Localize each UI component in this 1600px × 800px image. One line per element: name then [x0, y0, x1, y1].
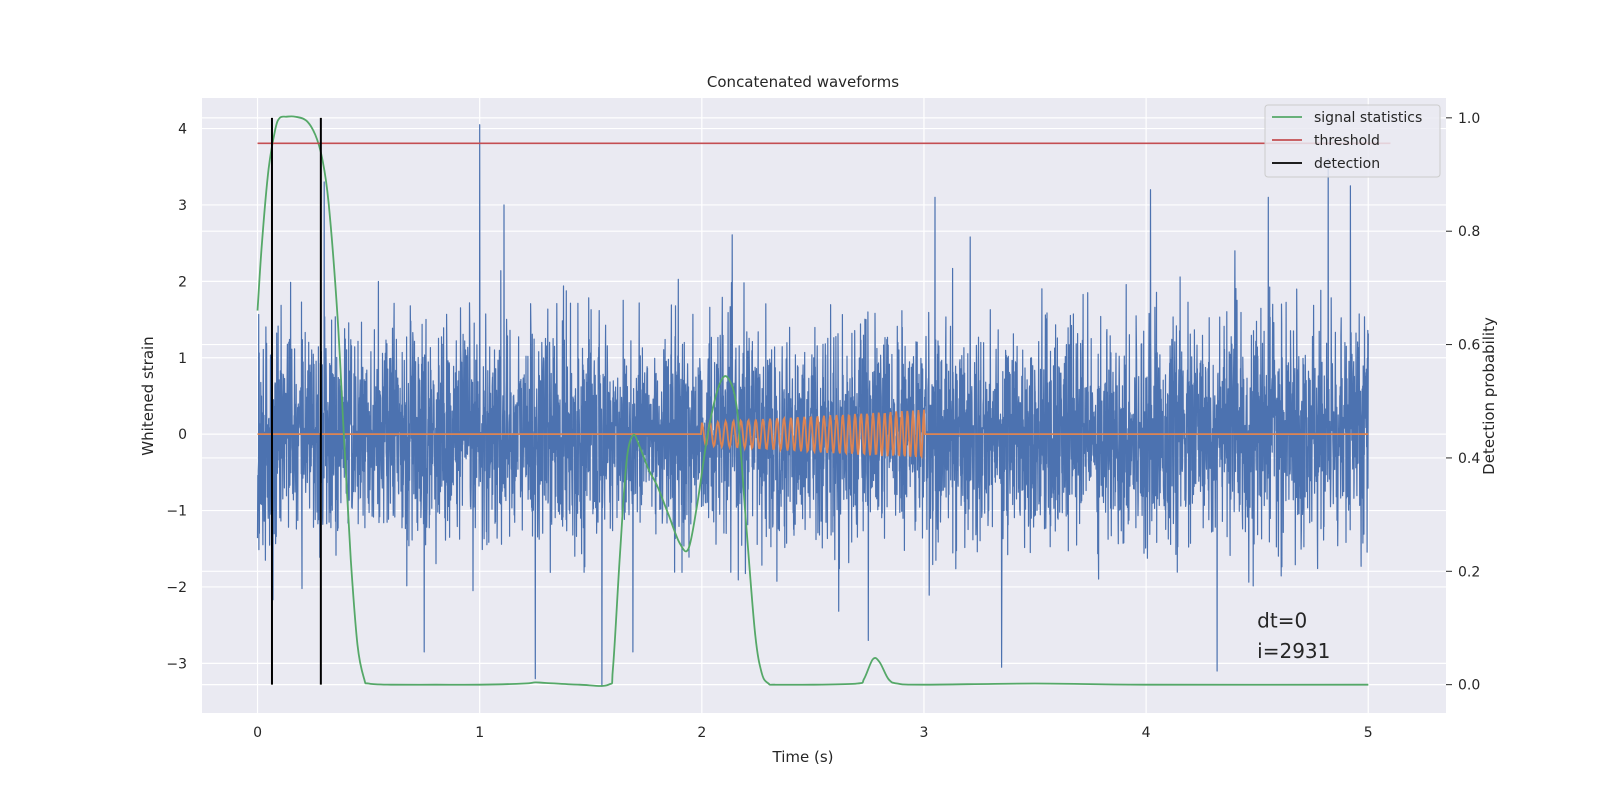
legend-box	[1264, 104, 1441, 178]
y2-tick-label: 1.0	[1458, 111, 1480, 127]
strain-series	[256, 124, 1369, 687]
y-tick-label: 4	[178, 122, 187, 138]
injected-waveform-line	[257, 409, 1369, 460]
annotations: dt=0 i=2931	[1257, 608, 1330, 663]
injected-waveform-series	[257, 409, 1369, 460]
y2-tick-label: 0.0	[1458, 678, 1480, 694]
y-tick-label: 0	[178, 427, 187, 443]
signal-statistics-line	[256, 115, 1369, 687]
y-axis-left: 4 3 2 1 0 −1 −2 −3	[166, 122, 187, 673]
y2-tick-label: 0.2	[1458, 564, 1480, 580]
y2-tick-label: 0.6	[1458, 338, 1480, 354]
x-tick-label: 2	[697, 725, 706, 741]
y-tick-label: 1	[178, 351, 187, 367]
y-tick-label: −3	[166, 656, 187, 672]
legend: signal statistics threshold detection	[1264, 104, 1441, 178]
x-tick-label: 4	[1142, 725, 1151, 741]
x-tick-label: 3	[920, 725, 929, 741]
y-tick-label: −1	[166, 504, 187, 520]
annotation-index: i=2931	[1257, 639, 1330, 663]
legend-label-signal-statistics: signal statistics	[1314, 110, 1422, 126]
y-tick-label: −2	[166, 580, 187, 596]
x-axis: 0 1 2 3 4 5	[253, 725, 1373, 741]
y-tick-label: 3	[178, 198, 187, 214]
annotation-dt: dt=0	[1257, 608, 1307, 632]
chart-title: Concatenated waveforms	[707, 73, 899, 91]
legend-label-threshold: threshold	[1314, 133, 1380, 149]
legend-label-detection: detection	[1314, 156, 1380, 172]
strain-line	[256, 124, 1369, 687]
y2-tick-label: 0.4	[1458, 451, 1480, 467]
y2-axis-label: Detection probability	[1480, 317, 1498, 475]
x-tick-label: 5	[1364, 725, 1373, 741]
x-tick-label: 0	[253, 725, 262, 741]
y2-tick-label: 0.8	[1458, 224, 1480, 240]
y-axis-right: 1.0 0.8 0.6 0.4 0.2 0.0	[1446, 111, 1480, 694]
x-tick-label: 1	[475, 725, 484, 741]
signal-statistics-series	[256, 115, 1369, 687]
detection-series	[270, 117, 322, 685]
x-axis-label: Time (s)	[772, 748, 834, 766]
y-axis-label: Whitened strain	[139, 336, 157, 455]
y-tick-label: 2	[178, 274, 187, 290]
